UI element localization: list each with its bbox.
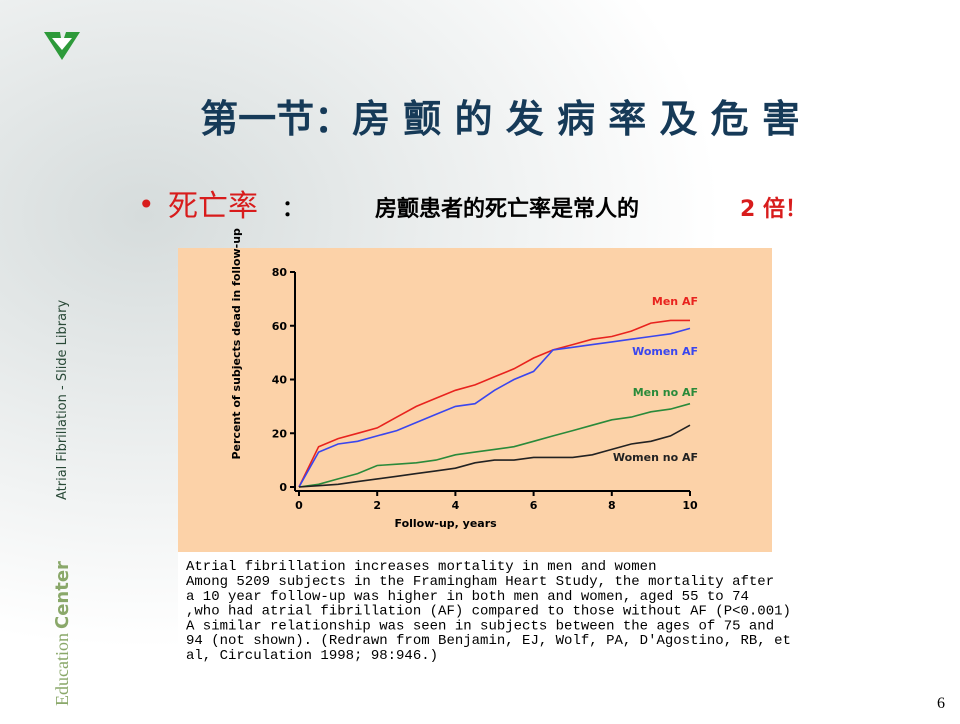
x-axis-label: Follow-up, years bbox=[395, 517, 498, 530]
brand: Education Center bbox=[52, 561, 73, 706]
caption-line: 94 (not shown). (Redrawn from Benjamin, … bbox=[186, 633, 791, 649]
y-tick-label: 20 bbox=[272, 427, 288, 440]
x-tick-label: 6 bbox=[530, 499, 538, 512]
y-axis-label: Percent of subjects dead in follow-up bbox=[230, 228, 243, 460]
bullet: • bbox=[138, 188, 155, 221]
y-tick-label: 40 bbox=[272, 374, 288, 387]
x-tick-label: 10 bbox=[682, 499, 698, 512]
chart: 0 20 40 60 80 0 2 4 6 8 10 Follow-up, years Percent … bbox=[230, 228, 698, 530]
caption-panel bbox=[178, 552, 772, 682]
chart-panel bbox=[178, 248, 772, 552]
legend-label: Men AF bbox=[652, 295, 698, 308]
brand-second: Center bbox=[52, 561, 73, 629]
caption-line: a 10 year follow-up was higher in both m… bbox=[186, 589, 749, 605]
x-tick-label: 0 bbox=[295, 499, 303, 512]
series-line bbox=[298, 327, 691, 488]
y-tick-label: 80 bbox=[272, 266, 288, 279]
bullet-colon: ： bbox=[282, 197, 304, 222]
caption-line: Among 5209 subjects in the Framingham He… bbox=[186, 574, 774, 590]
caption-line: A similar relationship was seen in subje… bbox=[186, 618, 774, 634]
bullet-emphasis: 2 倍！ bbox=[740, 196, 807, 222]
series-line bbox=[298, 319, 690, 488]
slide-title: 第一节：房 颤 的 发 病 率 及 危 害 bbox=[200, 97, 800, 141]
y-tick-label: 60 bbox=[272, 320, 288, 333]
page-number: 6 bbox=[937, 695, 945, 712]
caption-title: Atrial fibrillation increases mortality … bbox=[186, 559, 656, 575]
brand-first: Education bbox=[52, 633, 72, 706]
x-tick-label: 8 bbox=[608, 499, 616, 512]
y-tick-label: 0 bbox=[279, 481, 287, 494]
series-line bbox=[298, 424, 691, 488]
bullet-text: 房颤患者的死亡率是常人的 bbox=[375, 196, 639, 222]
x-tick-label: 4 bbox=[452, 499, 460, 512]
caption-line: al, Circulation 1998; 98:946.) bbox=[186, 648, 438, 664]
side-label: Atrial Fibrillation - Slide Library bbox=[55, 300, 70, 500]
caption-line: ,who had atrial fibrillation (AF) compar… bbox=[186, 604, 791, 620]
bullet-term: 死亡率 bbox=[168, 189, 258, 224]
x-tick-label: 2 bbox=[373, 499, 381, 512]
series-line bbox=[298, 402, 691, 488]
legend-label: Women AF bbox=[632, 345, 698, 358]
logo bbox=[44, 32, 80, 60]
legend-label: Men no AF bbox=[633, 386, 698, 399]
legend-label: Women no AF bbox=[613, 451, 698, 464]
